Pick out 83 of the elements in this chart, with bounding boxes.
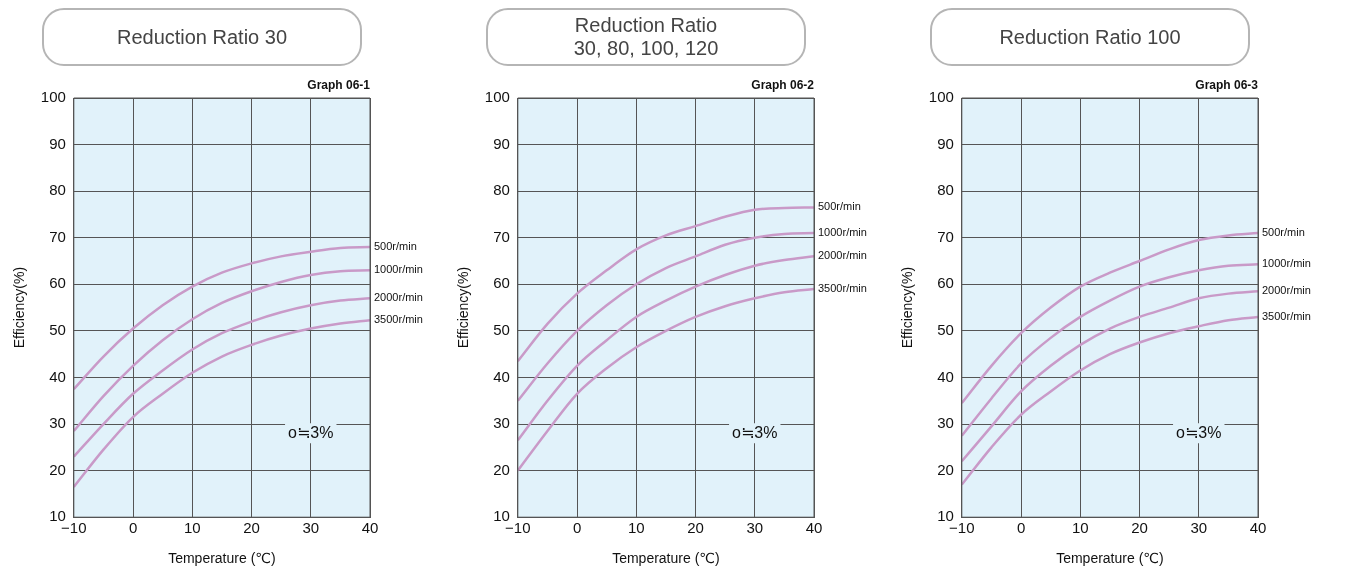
y-tick-label: 30 (493, 414, 510, 432)
line-series (73, 245, 370, 391)
annotation: o≒3% (288, 423, 334, 441)
y-tick-label: 70 (493, 227, 510, 245)
series-label: 3500r/min (818, 282, 867, 294)
series-label: 1000r/min (374, 263, 423, 276)
x-tick-label: 0 (572, 519, 582, 537)
chart-title: Reduction Ratio 30 (42, 8, 362, 66)
y-tick-label: 40 (49, 367, 66, 385)
y-axis-title: Efficiency(%) (455, 266, 472, 349)
series-label: 1000r/min (818, 226, 867, 239)
caption: Graph 06-1 (307, 78, 371, 93)
x-tick-label: 10 (1071, 519, 1089, 537)
y-tick-label: 10 (937, 507, 954, 525)
y-tick-label: 100 (928, 88, 954, 106)
x-tick-label: 40 (1249, 519, 1267, 537)
y-tick-label: 30 (937, 414, 954, 432)
line-series (961, 290, 1258, 463)
line-series (517, 255, 814, 442)
line-series (517, 206, 814, 363)
y-tick-label: 50 (493, 321, 510, 339)
x-tick-label: 30 (302, 519, 320, 537)
y-tick-label: 70 (937, 227, 954, 245)
line-series (961, 263, 1258, 437)
line-series (961, 315, 1258, 486)
y-tick-label: 100 (484, 88, 510, 106)
x-tick-label: 30 (1190, 519, 1208, 537)
y-tick-label: 10 (493, 507, 510, 525)
y-tick-label: 90 (49, 134, 66, 152)
y-tick-label: 20 (49, 460, 66, 478)
x-tick-label: 10 (183, 519, 201, 537)
y-tick-label: 60 (493, 274, 510, 292)
y-tick-label: 60 (937, 274, 954, 292)
x-tick-label: 40 (805, 519, 823, 537)
y-tick-label: 40 (493, 367, 510, 385)
annotation: o≒3% (1176, 423, 1222, 441)
line-series (73, 318, 370, 489)
line-series (517, 287, 814, 472)
y-tick-label: 90 (937, 134, 954, 152)
series-label: 1000r/min (1262, 257, 1311, 270)
line-series (517, 231, 814, 403)
chart-title: Reduction Ratio 100 (930, 8, 1250, 66)
y-tick-label: 10 (49, 507, 66, 525)
annotation: o≒3% (732, 423, 778, 441)
x-tick-label: 20 (1131, 519, 1148, 537)
y-tick-label: 60 (49, 274, 66, 292)
y-tick-label: 80 (49, 181, 66, 199)
y-tick-label: 70 (49, 227, 66, 245)
x-tick-label: 40 (361, 519, 379, 537)
y-tick-label: 30 (49, 414, 66, 432)
x-tick-label: 20 (687, 519, 704, 537)
series-label: 500r/min (818, 200, 861, 213)
series-label: 2000r/min (1262, 284, 1311, 297)
x-tick-label: 0 (1016, 519, 1026, 537)
series-label: 2000r/min (374, 291, 423, 304)
x-tick-label: 20 (243, 519, 260, 537)
y-tick-label: 100 (40, 88, 66, 106)
series-label: 3500r/min (1262, 309, 1311, 322)
series-label: 500r/min (374, 240, 417, 253)
x-tick-label: 30 (746, 519, 764, 537)
y-tick-label: 40 (937, 367, 954, 385)
y-tick-label: 80 (493, 181, 510, 199)
y-axis-title: Efficiency(%) (899, 266, 916, 349)
series-label: 500r/min (1262, 226, 1305, 239)
x-tick-label: 10 (627, 519, 645, 537)
x-axis-title: Temperature (℃) (612, 550, 720, 567)
x-axis-title: Temperature (℃) (1056, 550, 1164, 567)
y-tick-label: 50 (937, 321, 954, 339)
y-axis-title: Efficiency(%) (11, 266, 28, 349)
series-label: 2000r/min (818, 249, 867, 262)
caption: Graph 06-3 (1195, 78, 1259, 93)
y-tick-label: 80 (937, 181, 954, 199)
line-series (73, 297, 370, 458)
y-tick-label: 50 (49, 321, 66, 339)
series-label: 3500r/min (374, 313, 423, 326)
x-tick-label: 0 (128, 519, 138, 537)
chart-title: Reduction Ratio 30, 80, 100, 120 (486, 8, 806, 66)
y-tick-label: 20 (493, 460, 510, 478)
y-tick-label: 90 (493, 134, 510, 152)
x-axis-title: Temperature (℃) (168, 550, 276, 567)
y-tick-label: 20 (937, 460, 954, 478)
line-series (961, 231, 1258, 405)
caption: Graph 06-2 (751, 78, 815, 93)
